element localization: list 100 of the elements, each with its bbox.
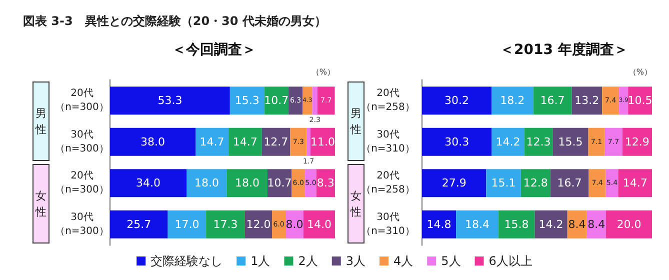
bar bbox=[422, 86, 492, 115]
data-label: 10.7 bbox=[264, 94, 289, 108]
bar bbox=[456, 210, 498, 238]
bar bbox=[572, 86, 602, 115]
text: 男性 bbox=[34, 106, 46, 136]
bar bbox=[588, 128, 605, 156]
data-label: 14.2 bbox=[538, 218, 564, 231]
bar bbox=[550, 169, 589, 198]
data-label: 14.7 bbox=[200, 135, 224, 148]
y-tick-label: 30代（n=300） bbox=[55, 129, 109, 154]
data-label: 10.7 bbox=[267, 176, 292, 190]
text: 女性 bbox=[350, 189, 362, 218]
data-label: 13.2 bbox=[574, 94, 600, 108]
y-tick-label: 20代（n=300） bbox=[55, 170, 109, 196]
data-label: 8.3 bbox=[316, 176, 334, 190]
bar bbox=[305, 169, 316, 198]
y-tick-label: 30代（n=310） bbox=[361, 129, 415, 154]
bar bbox=[533, 86, 572, 115]
bar bbox=[524, 128, 553, 156]
data-label: 38.0 bbox=[140, 135, 165, 148]
data-label: 10.5 bbox=[628, 94, 652, 108]
bar bbox=[306, 128, 310, 156]
bar bbox=[110, 128, 196, 156]
bar bbox=[618, 169, 652, 198]
legend-label: 交際経験なし bbox=[150, 254, 223, 268]
chart-title: 図表 3-3 異性との交際経験（20・30 代未婚の男女） bbox=[23, 14, 326, 28]
y-tick-label: 20代（n=258） bbox=[361, 170, 415, 196]
bar bbox=[206, 210, 245, 238]
bar bbox=[288, 86, 303, 115]
bar bbox=[290, 128, 307, 156]
data-label: 14.7 bbox=[622, 176, 648, 190]
data-label: 16.7 bbox=[557, 176, 582, 190]
bar bbox=[110, 210, 168, 238]
bar bbox=[110, 169, 186, 198]
data-label: 14.0 bbox=[307, 218, 332, 231]
bar bbox=[492, 128, 524, 156]
data-label: 25.7 bbox=[126, 218, 152, 231]
y-tick-label: 20代（n=258） bbox=[361, 88, 415, 114]
bar bbox=[604, 128, 622, 156]
data-label: 12.0 bbox=[246, 218, 271, 231]
data-label: 17.3 bbox=[213, 218, 238, 231]
data-label: 8.4 bbox=[588, 218, 606, 231]
bar bbox=[534, 210, 568, 238]
bar bbox=[228, 128, 262, 156]
text: 男性 bbox=[350, 106, 362, 136]
bar bbox=[292, 169, 306, 198]
bar bbox=[230, 86, 264, 115]
data-label: 16.7 bbox=[540, 94, 565, 108]
bar bbox=[196, 128, 229, 156]
data-label: 15.1 bbox=[491, 176, 516, 190]
bar bbox=[304, 210, 335, 238]
legend-label: 4人 bbox=[394, 254, 414, 268]
chart-subtitle: ＜2013 年度調査＞ bbox=[500, 41, 628, 58]
data-label: 12.3 bbox=[526, 135, 551, 148]
data-label: 14.2 bbox=[496, 135, 520, 148]
bar bbox=[588, 169, 606, 198]
bar bbox=[520, 169, 550, 198]
data-label: 27.9 bbox=[442, 176, 466, 190]
legend-label: 3人 bbox=[346, 254, 366, 268]
bar bbox=[422, 210, 456, 238]
legend-label: 5人 bbox=[441, 254, 461, 268]
chart-subtitle: ＜今回調査＞ bbox=[172, 41, 256, 58]
text: 女性 bbox=[34, 189, 46, 218]
bar bbox=[272, 210, 286, 238]
data-label: 34.0 bbox=[136, 176, 160, 190]
bar bbox=[619, 86, 628, 115]
bar bbox=[422, 169, 486, 198]
bar bbox=[602, 86, 620, 115]
data-label: 53.3 bbox=[158, 94, 182, 108]
bar bbox=[622, 128, 652, 156]
data-label: 18.4 bbox=[464, 218, 490, 231]
text: （%） bbox=[628, 68, 652, 76]
legend-label: 1人 bbox=[250, 254, 270, 268]
data-label: 18.2 bbox=[500, 94, 525, 108]
data-label: 8.0 bbox=[286, 218, 304, 231]
data-label: 12.7 bbox=[264, 135, 288, 148]
bar bbox=[317, 86, 335, 115]
text: （%） bbox=[311, 68, 336, 76]
bar bbox=[227, 169, 268, 198]
data-label: 15.3 bbox=[234, 94, 260, 108]
y-tick-label: 30代（n=310） bbox=[361, 212, 415, 237]
data-label: 11.0 bbox=[310, 135, 335, 148]
bar bbox=[498, 210, 535, 238]
y-tick-label: 30代（n=300） bbox=[55, 212, 109, 237]
data-label: 30.2 bbox=[444, 94, 469, 108]
data-label: 18.0 bbox=[194, 176, 219, 190]
bar bbox=[491, 86, 534, 115]
data-label: 12.8 bbox=[523, 176, 548, 190]
data-label: 14.8 bbox=[426, 218, 452, 231]
data-label: 30.3 bbox=[444, 135, 470, 148]
bar bbox=[552, 128, 588, 156]
bar bbox=[422, 128, 492, 156]
data-label: 12.9 bbox=[624, 135, 650, 148]
bar bbox=[168, 210, 206, 238]
bar bbox=[262, 128, 290, 156]
legend-label: 6人以上 bbox=[488, 254, 532, 268]
bar bbox=[110, 86, 230, 115]
data-label: 14.7 bbox=[232, 135, 258, 148]
bar bbox=[486, 169, 521, 198]
data-label: 17.0 bbox=[174, 218, 200, 231]
